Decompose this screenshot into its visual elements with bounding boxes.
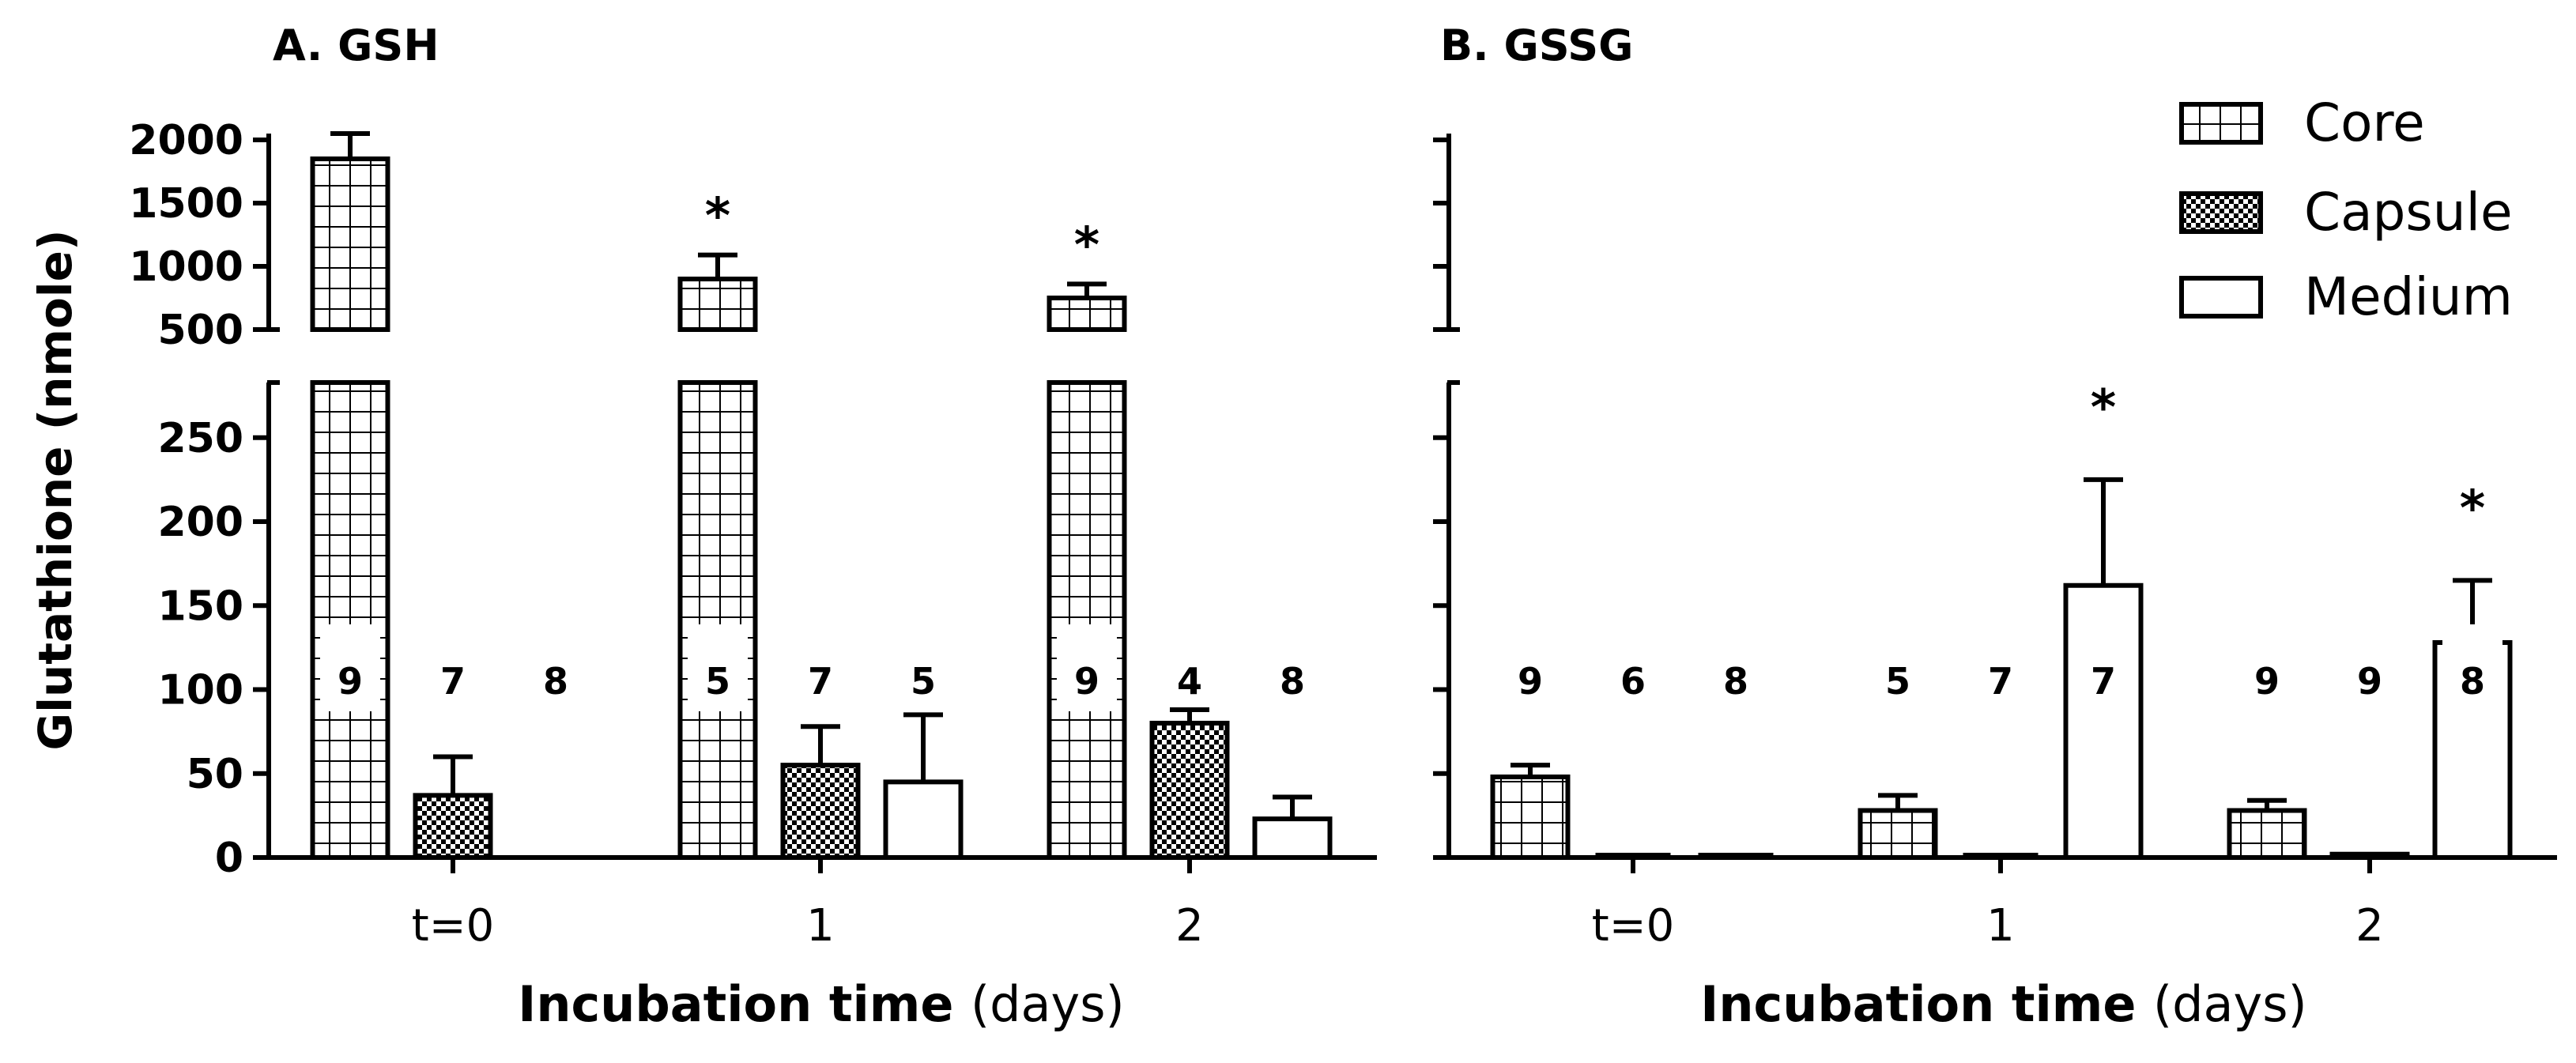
panel-a-n-label: 7 bbox=[440, 660, 466, 703]
panel-a-y-tick-label: 2000 bbox=[129, 117, 243, 164]
panel-b-n-label-bg bbox=[2073, 624, 2133, 711]
panel-a-y-tick-label: 1500 bbox=[129, 180, 243, 228]
panel-b-x-tick-label: 1 bbox=[1986, 900, 2015, 952]
panel-a-y-tick-label: 100 bbox=[157, 667, 243, 714]
panel-a-bar-core-upper bbox=[1047, 296, 1127, 332]
panel-a-gsh: 0 50 100 150 200 250 500 1000 1500 2000 t=0 9 7 8 1 * 5 7… bbox=[129, 117, 1377, 952]
panel-b-significance-star: * bbox=[2460, 479, 2485, 537]
panel-a-n-label-bg bbox=[688, 624, 748, 711]
panel-a-n-label: 9 bbox=[1074, 660, 1099, 703]
legend-capsule-label: Capsule bbox=[2304, 182, 2513, 243]
panel-a-xlabel-unit: (days) bbox=[971, 975, 1125, 1033]
panel-a-bar-core-upper bbox=[677, 277, 758, 332]
panel-b-n-label-bg bbox=[2442, 624, 2502, 711]
panel-a-y-tick-label: 250 bbox=[157, 415, 243, 462]
panel-a-bar-medium bbox=[1252, 816, 1333, 860]
panel-b-n-label: 5 bbox=[1885, 660, 1910, 703]
legend-core-swatch bbox=[2179, 102, 2263, 145]
panel-a-bar-capsule bbox=[780, 763, 861, 860]
legend: Core Capsule Medium bbox=[2179, 92, 2513, 327]
panel-b-xlabel-unit: (days) bbox=[2153, 975, 2307, 1033]
panel-b-bar-core bbox=[1858, 808, 1938, 860]
panel-b-n-label: 9 bbox=[2254, 660, 2280, 703]
panel-b-n-label: 8 bbox=[2460, 660, 2485, 703]
panel-b-n-label: 8 bbox=[1723, 660, 1748, 703]
panel-b-x-tick-label: t=0 bbox=[1592, 900, 1675, 952]
panel-a-n-label: 4 bbox=[1177, 660, 1202, 703]
panel-b-n-label: 7 bbox=[1988, 660, 2013, 703]
panel-b-bar-core bbox=[1490, 775, 1571, 860]
panel-a-xlabel-main: Incubation time bbox=[518, 975, 953, 1033]
y-axis-label: Glutathione (nmole) bbox=[28, 229, 82, 750]
panel-a-n-label-bg bbox=[320, 624, 380, 711]
panel-a-y-tick-label: 500 bbox=[157, 307, 243, 354]
panel-a-y-tick-label: 50 bbox=[187, 751, 243, 798]
panel-a-bar-medium bbox=[883, 779, 964, 860]
panel-b-title: B. GSSG bbox=[1440, 21, 1633, 70]
panel-a-x-tick-label: t=0 bbox=[412, 900, 495, 952]
panel-a-y-tick-label: 200 bbox=[157, 499, 243, 546]
panel-b-n-label: 9 bbox=[2357, 660, 2382, 703]
panel-b-gssg: t=0 9 6 8 1 5 7 * 7 2 9 9 * 8 bbox=[1433, 134, 2557, 952]
panel-a-title: A. GSH bbox=[273, 21, 439, 70]
panel-a-bar-core bbox=[1047, 380, 1127, 860]
panel-a-y-tick-label: 1000 bbox=[129, 243, 243, 291]
panel-a-bar-capsule bbox=[1149, 721, 1230, 860]
panel-b-bar-capsule bbox=[2329, 851, 2410, 860]
panel-a-bar-core-upper bbox=[310, 156, 390, 332]
panel-a-significance-star: * bbox=[705, 187, 730, 245]
legend-medium-label: Medium bbox=[2304, 266, 2513, 327]
panel-a-n-label: 8 bbox=[543, 660, 568, 703]
panel-a-n-label: 9 bbox=[338, 660, 363, 703]
panel-a-significance-star: * bbox=[1074, 216, 1099, 273]
panel-a-bar-core bbox=[310, 380, 390, 860]
panel-b-n-label: 6 bbox=[1620, 660, 1646, 703]
panel-a-x-tick-label: 2 bbox=[1175, 900, 1204, 952]
panel-a-n-label-bg bbox=[1057, 624, 1117, 711]
panel-a-bar-capsule bbox=[413, 793, 493, 860]
panel-b-x-axis-label: Incubation time (days) bbox=[1700, 975, 2306, 1033]
panel-b-bar-core bbox=[2227, 808, 2307, 860]
panel-b-xlabel-main: Incubation time bbox=[1700, 975, 2136, 1033]
panel-b-significance-star: * bbox=[2091, 379, 2116, 436]
panel-a-n-label: 5 bbox=[705, 660, 730, 703]
panel-a-bar-core bbox=[677, 380, 758, 860]
legend-capsule-swatch bbox=[2179, 191, 2263, 234]
panel-a-n-label: 5 bbox=[911, 660, 936, 703]
panel-b-x-tick-label: 2 bbox=[2355, 900, 2384, 952]
panel-a-y-tick-label: 150 bbox=[157, 582, 243, 630]
panel-a-x-axis-label: Incubation time (days) bbox=[518, 975, 1124, 1033]
panel-a-y-tick-label: 0 bbox=[215, 835, 243, 882]
panel-a-x-tick-label: 1 bbox=[806, 900, 835, 952]
panel-b-n-label: 9 bbox=[1518, 660, 1543, 703]
panel-b-n-label: 7 bbox=[2091, 660, 2116, 703]
legend-core-label: Core bbox=[2304, 92, 2425, 153]
panel-a-n-label: 8 bbox=[1280, 660, 1305, 703]
panel-a-n-label: 7 bbox=[808, 660, 833, 703]
legend-medium-swatch bbox=[2179, 276, 2263, 319]
